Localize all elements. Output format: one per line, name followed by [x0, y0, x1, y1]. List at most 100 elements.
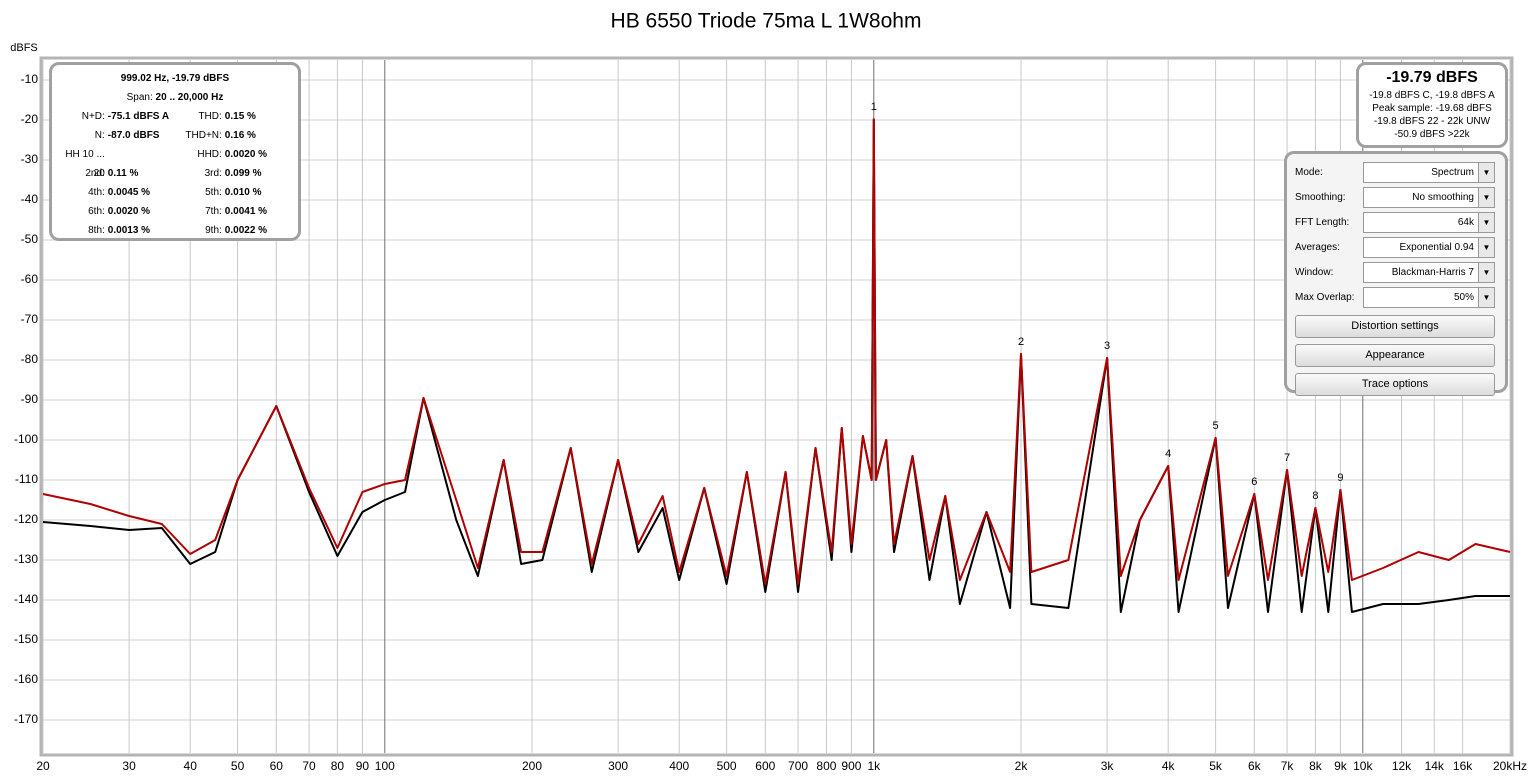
- stat: N+D: -75.1 dBFS A: [58, 107, 175, 126]
- level-line: Peak sample: -19.68 dBFS: [1372, 103, 1492, 114]
- dropdown-value: 50%: [1453, 292, 1474, 303]
- stat-value: 0.010 %: [224, 187, 262, 198]
- harmonic-label: 3: [1104, 340, 1110, 352]
- dropdown[interactable]: Exponential 0.94 ▼: [1363, 237, 1495, 258]
- y-tick-label: -20: [21, 112, 39, 126]
- setting-row: Smoothing: No smoothing ▼: [1295, 185, 1495, 210]
- stat-label: 3rd:: [204, 168, 222, 179]
- setting-row: Max Overlap: 50% ▼: [1295, 285, 1495, 310]
- stat-label: 7th:: [205, 206, 222, 217]
- dropdown[interactable]: 64k ▼: [1363, 212, 1495, 233]
- setting-row: Mode: Spectrum ▼: [1295, 160, 1495, 185]
- info-panel: 999.02 Hz, -19.79 dBFS Span: 20 .. 20,00…: [49, 62, 301, 241]
- x-tick-label: 800: [816, 759, 836, 773]
- dropdown[interactable]: No smoothing ▼: [1363, 187, 1495, 208]
- x-tick-label: 7k: [1281, 759, 1295, 773]
- stat-row: 8th: 0.0013 % 9th: 0.0022 %: [58, 221, 292, 240]
- stat-label: 4th:: [88, 187, 105, 198]
- harmonic-label: 8: [1312, 490, 1318, 502]
- y-tick-label: -120: [14, 512, 38, 526]
- setting-label: Smoothing:: [1295, 192, 1346, 203]
- level-line: -50.9 dBFS >22k: [1394, 129, 1470, 140]
- y-tick-label: -140: [14, 592, 38, 606]
- button[interactable]: Trace options: [1295, 373, 1495, 396]
- x-tick-label: 60: [270, 759, 284, 773]
- stat-row: 4th: 0.0045 % 5th: 0.010 %: [58, 183, 292, 202]
- setting-label: Averages:: [1295, 242, 1340, 253]
- stat-value: 0.0020 %: [224, 149, 268, 160]
- dropdown-value: Exponential 0.94: [1399, 242, 1474, 253]
- x-tick-label: 80: [331, 759, 345, 773]
- stat-value: 0.099 %: [224, 168, 262, 179]
- x-tick-label: 500: [717, 759, 737, 773]
- y-axis-label: dBFS: [10, 42, 38, 54]
- x-tick-label: 200: [522, 759, 542, 773]
- stat: THD: 0.15 %: [175, 107, 292, 126]
- stat-value: 0.0045 %: [107, 187, 151, 198]
- y-tick-label: -40: [21, 192, 39, 206]
- y-tick-label: -50: [21, 232, 39, 246]
- stat-value: 0.11 %: [107, 168, 139, 179]
- x-tick-label: 10k: [1353, 759, 1373, 773]
- y-tick-label: -100: [14, 432, 38, 446]
- level-panel: -19.79 dBFS -19.8 dBFS C, -19.8 dBFS A Pe…: [1356, 62, 1508, 148]
- dropdown-arrow[interactable]: ▼: [1478, 288, 1494, 307]
- dropdown-arrow[interactable]: ▼: [1478, 188, 1494, 207]
- x-tick-label: 700: [788, 759, 808, 773]
- y-tick-label: -160: [14, 672, 38, 686]
- stat: 3rd: 0.099 %: [175, 164, 292, 183]
- y-tick-label: -60: [21, 272, 39, 286]
- x-tick-label: 1k: [867, 759, 881, 773]
- stat: HHD: 0.0020 %: [175, 145, 292, 164]
- span-label: Span:: [126, 92, 153, 103]
- x-tick-label: 400: [669, 759, 689, 773]
- x-tick-label: 20kHz: [1493, 759, 1527, 773]
- stat: 4th: 0.0045 %: [58, 183, 175, 202]
- y-tick-label: -70: [21, 312, 39, 326]
- stat: 8th: 0.0013 %: [58, 221, 175, 240]
- y-tick-label: -130: [14, 552, 38, 566]
- stat-value: 0.15 %: [224, 111, 256, 122]
- controls-panel: Mode: Spectrum ▼ Smoothing: No smoothing ▼ FFT…: [1284, 151, 1508, 396]
- setting-row: Window: Blackman-Harris 7 ▼: [1295, 260, 1495, 285]
- y-tick-label: -30: [21, 152, 39, 166]
- setting-label: Max Overlap:: [1295, 292, 1355, 303]
- dropdown[interactable]: Blackman-Harris 7 ▼: [1363, 262, 1495, 283]
- stat: 6th: 0.0020 %: [58, 202, 175, 221]
- dropdown[interactable]: 50% ▼: [1363, 287, 1495, 308]
- span-value: 20 .. 20,000 Hz: [155, 92, 224, 103]
- x-tick-label: 5k: [1209, 759, 1223, 773]
- button[interactable]: Distortion settings: [1295, 315, 1495, 338]
- chart-title: HB 6550 Triode 75ma L 1W8ohm: [611, 10, 922, 33]
- x-tick-label: 50: [231, 759, 245, 773]
- button[interactable]: Appearance: [1295, 344, 1495, 367]
- stat-row: 2nd: 0.11 % 3rd: 0.099 %: [58, 164, 292, 183]
- y-tick-label: -90: [21, 392, 39, 406]
- dropdown-arrow[interactable]: ▼: [1478, 238, 1494, 257]
- setting-row: FFT Length: 64k ▼: [1295, 210, 1495, 235]
- dropdown-value: Spectrum: [1431, 167, 1474, 178]
- dropdown-arrow[interactable]: ▼: [1478, 213, 1494, 232]
- stat: 9th: 0.0022 %: [175, 221, 292, 240]
- stat: 7th: 0.0041 %: [175, 202, 292, 221]
- stat-row: N: -87.0 dBFS THD+N: 0.16 %: [58, 126, 292, 145]
- stat-row: N+D: -75.1 dBFS A THD: 0.15 %: [58, 107, 292, 126]
- dropdown[interactable]: Spectrum ▼: [1363, 162, 1495, 183]
- stat: N: -87.0 dBFS: [58, 126, 175, 145]
- x-tick-label: 6k: [1248, 759, 1262, 773]
- stat-label: N:: [94, 130, 105, 141]
- stat: THD+N: 0.16 %: [175, 126, 292, 145]
- y-tick-label: -110: [15, 472, 38, 486]
- stat-value: 0.0020 %: [107, 206, 151, 217]
- x-tick-label: 4k: [1162, 759, 1176, 773]
- dropdown-arrow[interactable]: ▼: [1478, 163, 1494, 182]
- stat: 2nd: 0.11 %: [58, 164, 175, 183]
- dropdown-arrow[interactable]: ▼: [1478, 263, 1494, 282]
- x-tick-label: 100: [375, 759, 395, 773]
- stat-label: 5th:: [205, 187, 222, 198]
- x-tick-label: 70: [302, 759, 316, 773]
- setting-label: Mode:: [1295, 167, 1323, 178]
- stat-value: 0.0013 %: [107, 225, 151, 236]
